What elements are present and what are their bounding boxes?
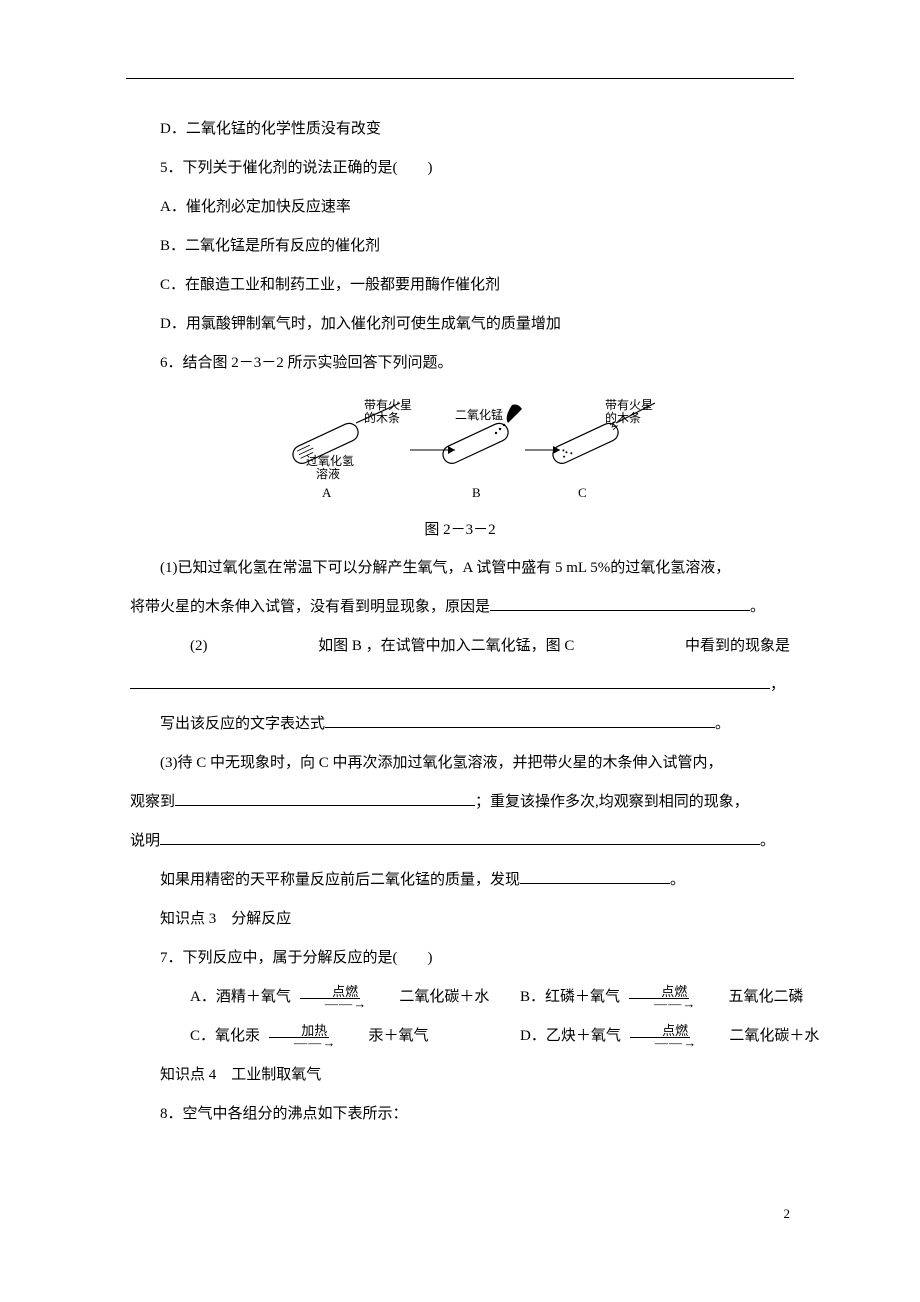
q7-option-b: B．红磷＋氧气 点燃 — — → 五氧化二磷 (460, 978, 790, 1017)
q7a-left: A．酒精＋氧气 (160, 978, 291, 1017)
period: 。 (750, 599, 765, 615)
arrow-shaft: — — → (295, 997, 366, 1010)
period: 。 (715, 716, 730, 732)
q6-1-line1: (1)已知过氧化氢在常温下可以分解产生氧气，A 试管中盛有 5 mL 5%的过氧… (130, 549, 790, 588)
fig-label-a: A (322, 485, 332, 500)
q7-option-a: A．酒精＋氧气 点燃 — — → 二氧化碳＋水 (130, 978, 460, 1017)
q7d-right: 二氧化碳＋水 (699, 1017, 819, 1056)
q6-4-text: 如果用精密的天平称量反应前后二氧化锰的质量，发现 (160, 872, 520, 888)
page-number: 2 (784, 1206, 791, 1222)
q7-stem: 7．下列反应中，属于分解反应的是( ) (130, 939, 790, 978)
arrow-shaft: — — → (625, 1036, 696, 1049)
q6-1-line2: 将带火星的木条伸入试管，没有看到明显现象，原因是 。 (130, 588, 790, 627)
arrow-icon: 点燃 — — → (624, 985, 695, 1010)
q7-row-ab: A．酒精＋氧气 点燃 — — → 二氧化碳＋水 B．红磷＋氧气 点燃 — — →… (130, 978, 790, 1017)
blank (520, 869, 670, 884)
q6-2-line2: ， (130, 666, 790, 705)
q5-option-a: A．催化剂必定加快反应速率 (130, 188, 790, 227)
q6-2-line1: (2) 如图 B ，在试管中加入二氧化锰，图 C 中看到的现象是 (130, 627, 790, 666)
comma: ， (770, 677, 785, 693)
arrow-icon: 点燃 — — → (625, 1024, 696, 1049)
blank (130, 674, 770, 689)
fig-solution-label: 过氧化氢溶液 (306, 453, 354, 481)
q6-2-mid: 如图 B ，在试管中加入二氧化锰，图 C (288, 627, 574, 666)
q5-option-b: B．二氧化锰是所有反应的催化剂 (130, 227, 790, 266)
blank (160, 830, 760, 845)
knowledge-4: 知识点 4 工业制取氧气 (130, 1056, 790, 1095)
q6-3b-end: ；重复该操作多次,均观察到相同的现象， (475, 794, 749, 810)
q6-3b-pre: 观察到 (130, 794, 175, 810)
figure-2-3-2: 带有火星的木条 过氧化氢溶液 A 二氧化锰 B (130, 395, 790, 510)
q7c-left: C．氧化汞 (160, 1017, 260, 1056)
fig-label-c: C (578, 485, 587, 500)
knowledge-3: 知识点 3 分解反应 (130, 900, 790, 939)
q6-3-line2: 观察到 ；重复该操作多次,均观察到相同的现象， (130, 783, 790, 822)
fig-label-b: B (472, 485, 481, 500)
q6-3-line3: 说明 。 (130, 822, 790, 861)
fig-stick-label-a: 带有火星的木条 (364, 398, 412, 425)
fig-stick-label-c: 带有火星的木条 (605, 398, 653, 425)
fig-mno2-label: 二氧化锰 (455, 407, 503, 422)
q7-option-c: C．氧化汞 加热 — — → 汞＋氧气 (130, 1017, 460, 1056)
q7-row-cd: C．氧化汞 加热 — — → 汞＋氧气 D．乙炔＋氧气 点燃 — — → 二氧化… (130, 1017, 790, 1056)
q4-option-d: D．二氧化锰的化学性质没有改变 (130, 110, 790, 149)
q7c-right: 汞＋氧气 (339, 1017, 429, 1056)
q7b-right: 五氧化二磷 (699, 978, 804, 1017)
q5-option-c: C．在酿造工业和制药工业，一般都要用酶作催化剂 (130, 266, 790, 305)
q6-2-line3: 写出该反应的文字表达式 。 (130, 705, 790, 744)
q8-stem: 8．空气中各组分的沸点如下表所示： (130, 1095, 790, 1134)
arrow-icon: 点燃 — — → (295, 985, 366, 1010)
q6-3c-text: 说明 (130, 833, 160, 849)
q6-3-line1: (3)待 C 中无现象时，向 C 中再次添加过氧化氢溶液，并把带火星的木条伸入试… (130, 744, 790, 783)
page-content: D．二氧化锰的化学性质没有改变 5．下列关于催化剂的说法正确的是( ) A．催化… (0, 0, 920, 1194)
header-rule (126, 78, 794, 79)
q6-2-pre: (2) (160, 627, 208, 666)
q7-option-d: D．乙炔＋氧气 点燃 — — → 二氧化碳＋水 (460, 1017, 790, 1056)
arrow-icon: 加热 — — → (264, 1024, 335, 1049)
q6-stem: 6．结合图 2－3－2 所示实验回答下列问题。 (130, 344, 790, 383)
q7b-left: B．红磷＋氧气 (490, 978, 620, 1017)
blank (490, 596, 750, 611)
q6-4-line: 如果用精密的天平称量反应前后二氧化锰的质量，发现 。 (130, 861, 790, 900)
period: 。 (760, 833, 775, 849)
arrow-shaft: — — → (624, 997, 695, 1010)
figure-caption: 图 2－3－2 (130, 518, 790, 539)
q6-2-end: 中看到的现象是 (655, 627, 790, 666)
blank (325, 713, 715, 728)
arrow-shaft: — — → (264, 1036, 335, 1049)
q5-option-d: D．用氯酸钾制氧气时，加入催化剂可使生成氧气的质量增加 (130, 305, 790, 344)
q6-1-text: 将带火星的木条伸入试管，没有看到明显现象，原因是 (130, 599, 490, 615)
period: 。 (670, 872, 685, 888)
q5-stem: 5．下列关于催化剂的说法正确的是( ) (130, 149, 790, 188)
blank (175, 791, 475, 806)
q6-2b-text: 写出该反应的文字表达式 (160, 716, 325, 732)
q7d-left: D．乙炔＋氧气 (490, 1017, 621, 1056)
